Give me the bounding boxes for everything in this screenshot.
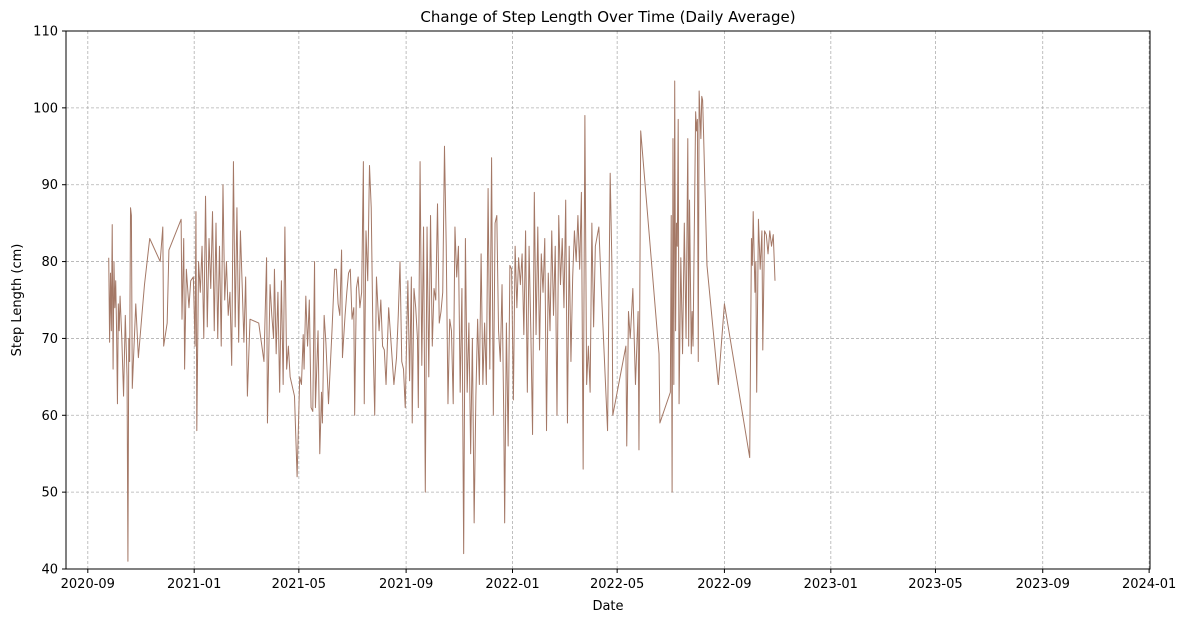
x-tick-label: 2023-05 [908,577,962,592]
x-tick-label: 2021-01 [167,577,221,592]
chart-title: Change of Step Length Over Time (Daily A… [420,8,795,26]
axis-ticks: 40 50 60 70 80 90 100 110 2020-09 2021-01 2021-05 2… [33,25,1176,593]
x-tick-label: 2022-09 [697,577,751,592]
y-tick-label: 40 [41,563,58,578]
x-tick-label: 2021-09 [379,577,433,592]
x-tick-label: 2024-01 [1122,577,1176,592]
y-tick-label: 70 [41,332,58,347]
plot-area-frame [65,30,1151,570]
x-tick-label: 2020-09 [61,577,115,592]
grid-lines [66,30,1150,570]
y-tick-label: 60 [41,409,58,424]
series-line-step-length [108,80,776,562]
x-tick-label: 2023-09 [1016,577,1070,592]
x-tick-label: 2023-01 [804,577,858,592]
y-tick-label: 80 [41,255,58,270]
y-tick-label: 110 [33,25,58,40]
y-tick-label: 90 [41,178,58,193]
y-axis-label: Step Length (cm) [10,244,25,357]
x-tick-label: 2022-01 [485,577,539,592]
x-axis-label: Date [592,599,623,614]
y-tick-label: 50 [41,486,58,501]
x-tick-label: 2022-05 [590,577,644,592]
x-tick-label: 2021-05 [272,577,326,592]
y-tick-label: 100 [33,101,58,116]
series-line-layer [108,80,776,562]
